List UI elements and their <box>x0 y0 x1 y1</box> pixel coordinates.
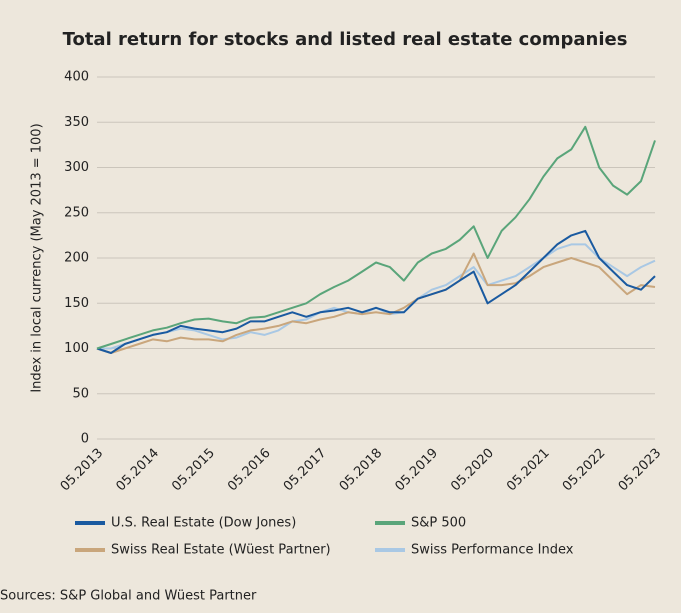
y-tick-label: 300 <box>64 160 89 175</box>
x-tick-label: 05.2020 <box>448 446 497 495</box>
x-tick-label: 05.2017 <box>281 446 330 495</box>
y-tick-label: 0 <box>81 432 89 447</box>
y-tick-label: 50 <box>72 386 89 401</box>
series-line <box>96 125 656 350</box>
x-tick-label: 05.2021 <box>504 446 553 495</box>
chart-title: Total return for stocks and listed real … <box>63 29 628 50</box>
x-tick-label: 05.2019 <box>392 446 441 495</box>
legend-label: U.S. Real Estate (Dow Jones) <box>111 516 296 531</box>
y-tick-label: 150 <box>64 296 89 311</box>
y-tick-label: 350 <box>64 115 89 130</box>
series-line <box>97 243 656 350</box>
x-tick-label: 05.2015 <box>169 446 218 495</box>
source-note: Sources: S&P Global and Wüest Partner <box>0 589 257 604</box>
y-tick-label: 400 <box>64 70 89 85</box>
x-tick-label: 05.2013 <box>58 446 107 495</box>
series-line <box>96 229 656 354</box>
y-tick-label: 100 <box>64 341 89 356</box>
legend-label: Swiss Real Estate (Wüest Partner) <box>111 543 331 558</box>
x-tick-label: 05.2016 <box>225 446 274 495</box>
legend-label: S&P 500 <box>411 516 466 531</box>
series-line <box>96 252 656 354</box>
x-tick-label: 05.2022 <box>560 446 609 495</box>
y-axis-label: Index in local currency (May 2013 = 100) <box>30 123 45 392</box>
x-tick-label: 05.2018 <box>337 446 386 495</box>
y-tick-label: 200 <box>64 251 89 266</box>
x-tick-label: 05.2023 <box>616 446 665 495</box>
x-tick-label: 05.2014 <box>113 446 162 495</box>
y-tick-label: 250 <box>64 205 89 220</box>
legend-label: Swiss Performance Index <box>411 543 574 558</box>
